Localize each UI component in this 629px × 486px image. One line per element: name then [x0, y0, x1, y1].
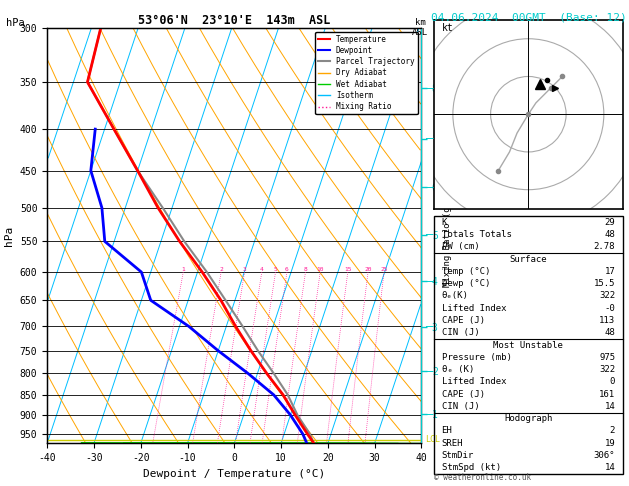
Text: —: — [426, 275, 434, 288]
Text: Most Unstable: Most Unstable [493, 341, 564, 349]
Text: Totals Totals: Totals Totals [442, 230, 511, 239]
Text: © weatheronline.co.uk: © weatheronline.co.uk [434, 473, 531, 482]
Text: 25: 25 [381, 267, 388, 272]
Text: θₑ(K): θₑ(K) [442, 292, 469, 300]
Text: -0: -0 [604, 304, 615, 313]
Text: θₑ (K): θₑ (K) [442, 365, 474, 374]
Text: Pressure (mb): Pressure (mb) [442, 353, 511, 362]
Text: 5: 5 [274, 267, 277, 272]
Text: Lifted Index: Lifted Index [442, 304, 506, 313]
Text: 20: 20 [364, 267, 372, 272]
Text: 10: 10 [316, 267, 324, 272]
Text: 2: 2 [610, 426, 615, 435]
Text: 0: 0 [610, 377, 615, 386]
Text: 8: 8 [304, 267, 308, 272]
Text: km
ASL: km ASL [412, 18, 428, 37]
Text: 14: 14 [604, 463, 615, 472]
Text: LCL: LCL [425, 435, 440, 444]
Text: 2.78: 2.78 [594, 243, 615, 251]
Text: 04.06.2024  00GMT  (Base: 12): 04.06.2024 00GMT (Base: 12) [431, 12, 626, 22]
Text: Surface: Surface [509, 255, 547, 264]
Text: K: K [442, 218, 447, 227]
Text: —: — [426, 228, 434, 242]
Text: CIN (J): CIN (J) [442, 329, 479, 337]
Legend: Temperature, Dewpoint, Parcel Trajectory, Dry Adiabat, Wet Adiabat, Isotherm, Mi: Temperature, Dewpoint, Parcel Trajectory… [315, 32, 418, 114]
Text: StmDir: StmDir [442, 451, 474, 460]
Text: PW (cm): PW (cm) [442, 243, 479, 251]
Text: 48: 48 [604, 230, 615, 239]
Text: 29: 29 [604, 218, 615, 227]
X-axis label: Dewpoint / Temperature (°C): Dewpoint / Temperature (°C) [143, 469, 325, 479]
Text: EH: EH [442, 426, 452, 435]
Text: 975: 975 [599, 353, 615, 362]
Text: StmSpd (kt): StmSpd (kt) [442, 463, 501, 472]
Text: 306°: 306° [594, 451, 615, 460]
Text: 161: 161 [599, 390, 615, 399]
Text: SREH: SREH [442, 439, 463, 448]
Text: kt: kt [442, 23, 454, 33]
Text: 19: 19 [604, 439, 615, 448]
Text: CAPE (J): CAPE (J) [442, 316, 484, 325]
Text: 15.5: 15.5 [594, 279, 615, 288]
Text: 1: 1 [181, 267, 185, 272]
Text: 4: 4 [260, 267, 264, 272]
Y-axis label: Mixing Ratio (g/kg): Mixing Ratio (g/kg) [443, 184, 452, 287]
Text: CAPE (J): CAPE (J) [442, 390, 484, 399]
Text: 113: 113 [599, 316, 615, 325]
Y-axis label: hPa: hPa [4, 226, 14, 245]
Text: —: — [426, 82, 434, 95]
Text: 15: 15 [344, 267, 352, 272]
Text: 3: 3 [243, 267, 247, 272]
Text: —: — [426, 365, 434, 378]
Text: —: — [426, 320, 434, 333]
Text: 17: 17 [604, 267, 615, 276]
Text: Hodograph: Hodograph [504, 414, 552, 423]
Title: 53°06'N  23°10'E  143m  ASL: 53°06'N 23°10'E 143m ASL [138, 14, 330, 27]
Text: Temp (°C): Temp (°C) [442, 267, 490, 276]
Text: 48: 48 [604, 329, 615, 337]
Text: 322: 322 [599, 292, 615, 300]
Text: Lifted Index: Lifted Index [442, 377, 506, 386]
Text: 322: 322 [599, 365, 615, 374]
Text: 14: 14 [604, 402, 615, 411]
Text: hPa: hPa [6, 18, 25, 28]
Text: CIN (J): CIN (J) [442, 402, 479, 411]
Text: Dewp (°C): Dewp (°C) [442, 279, 490, 288]
Text: —: — [426, 408, 434, 421]
Text: —: — [426, 132, 434, 145]
Text: —: — [426, 181, 434, 194]
Text: 6: 6 [285, 267, 289, 272]
Text: 2: 2 [220, 267, 223, 272]
